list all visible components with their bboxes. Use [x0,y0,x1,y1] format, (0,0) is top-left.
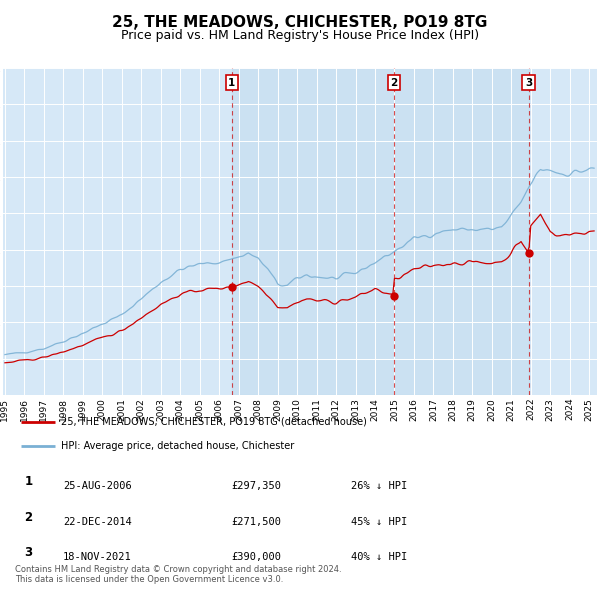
Text: 25, THE MEADOWS, CHICHESTER, PO19 8TG (detached house): 25, THE MEADOWS, CHICHESTER, PO19 8TG (d… [61,417,367,427]
Text: £271,500: £271,500 [231,517,281,527]
Text: 1: 1 [25,475,32,488]
Text: 25, THE MEADOWS, CHICHESTER, PO19 8TG: 25, THE MEADOWS, CHICHESTER, PO19 8TG [112,15,488,30]
Text: Contains HM Land Registry data © Crown copyright and database right 2024.
This d: Contains HM Land Registry data © Crown c… [15,565,341,584]
Text: 40% ↓ HPI: 40% ↓ HPI [351,552,407,562]
Text: 2: 2 [391,78,398,88]
Bar [232,68,529,395]
Text: 22-DEC-2014: 22-DEC-2014 [63,517,132,527]
Text: 2: 2 [25,510,32,523]
Text: £297,350: £297,350 [231,481,281,491]
Text: 1: 1 [228,78,235,88]
Text: HPI: Average price, detached house, Chichester: HPI: Average price, detached house, Chic… [61,441,294,451]
Text: 25-AUG-2006: 25-AUG-2006 [63,481,132,491]
Text: 3: 3 [525,78,532,88]
Text: £390,000: £390,000 [231,552,281,562]
Text: Price paid vs. HM Land Registry's House Price Index (HPI): Price paid vs. HM Land Registry's House … [121,30,479,42]
Text: 18-NOV-2021: 18-NOV-2021 [63,552,132,562]
Text: 26% ↓ HPI: 26% ↓ HPI [351,481,407,491]
Text: 3: 3 [25,546,32,559]
Text: 45% ↓ HPI: 45% ↓ HPI [351,517,407,527]
